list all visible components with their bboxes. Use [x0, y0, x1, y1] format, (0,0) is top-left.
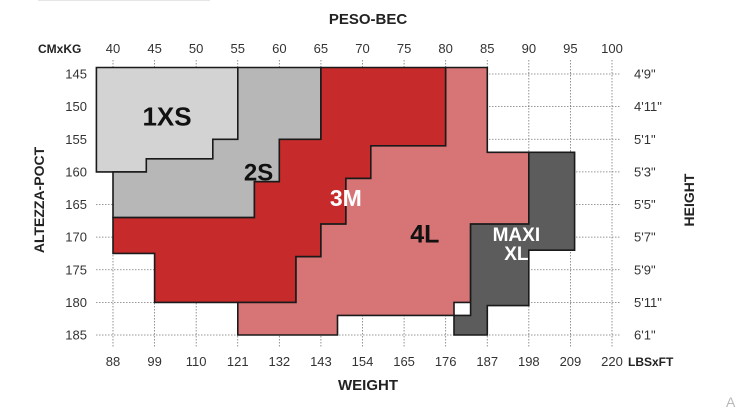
size-label-maxi-xl: MAXI: [493, 225, 541, 246]
cm-tick-label: 180: [65, 295, 87, 310]
lbs-tick-label: 110: [186, 354, 207, 369]
cm-tick-label: 170: [65, 230, 87, 245]
x-axis-label: WEIGHT: [338, 377, 398, 394]
size-region-maxi-xl: [453, 151, 576, 336]
lbs-tick-label: 176: [435, 354, 457, 369]
kg-tick-label: 65: [314, 41, 328, 56]
y-axis-label-left: ALTEZZA-POCT: [31, 146, 47, 253]
ft-tick-label: 5'1": [634, 132, 656, 147]
kg-tick-label: 80: [438, 41, 452, 56]
chart-title: PESO-BEC: [329, 11, 408, 28]
axis-labels: PESO-BEC WEIGHT CMxKG LBSxFT ALTEZZA-POC…: [31, 11, 697, 394]
lbs-tick-label: 88: [106, 354, 120, 369]
lbs-tick-label: 165: [393, 354, 415, 369]
kg-tick-label: 55: [231, 41, 245, 56]
ft-tick-label: 4'9": [634, 67, 656, 82]
cm-tick-label: 165: [65, 197, 87, 212]
ft-tick-label: 5'9": [634, 262, 656, 277]
kg-tick-label: 100: [601, 41, 623, 56]
kg-tick-label: 45: [147, 41, 161, 56]
kg-tick-label: 40: [106, 41, 120, 56]
lbs-tick-label: 99: [147, 354, 161, 369]
cm-tick-label: 145: [65, 67, 87, 82]
ft-tick-label: 6'1": [634, 328, 656, 343]
cm-tick-label: 160: [65, 164, 87, 179]
size-label-4l: 4L: [410, 221, 439, 249]
kg-tick-label: 85: [480, 41, 494, 56]
lbs-tick-label: 209: [560, 354, 582, 369]
size-label-2s: 2S: [244, 159, 273, 186]
lbs-tick-label: 198: [518, 354, 540, 369]
size-label-3m: 3M: [330, 185, 362, 211]
cm-tick-label: 150: [65, 99, 87, 114]
kg-tick-label: 70: [355, 41, 369, 56]
ft-tick-label: 4'11": [634, 99, 662, 114]
kg-tick-label: 95: [563, 41, 577, 56]
top-axis-unit: CMxKG: [38, 42, 81, 56]
corner-watermark: A: [726, 394, 736, 410]
cm-tick-label: 175: [65, 262, 87, 277]
lbs-tick-label: 121: [227, 354, 249, 369]
kg-tick-label: 60: [272, 41, 286, 56]
ft-tick-label: 5'7": [634, 230, 656, 245]
lbs-tick-label: 132: [268, 354, 290, 369]
cm-tick-label: 185: [65, 328, 87, 343]
y-axis-label-right: HEIGHT: [681, 173, 697, 226]
ft-tick-label: 5'3": [634, 164, 656, 179]
kg-tick-label: 75: [397, 41, 411, 56]
axis-ticks: 40 88 45 99 50 110 55 121 60 132 65 143 70 154 75 165 80…: [65, 41, 662, 369]
lbs-tick-label: 154: [352, 354, 374, 369]
kg-tick-label: 50: [189, 41, 203, 56]
lbs-tick-label: 187: [476, 354, 498, 369]
lbs-tick-label: 143: [310, 354, 332, 369]
size-label-maxi-xl: XL: [504, 244, 529, 265]
bottom-axis-unit: LBSxFT: [628, 355, 674, 369]
ft-tick-label: 5'11": [634, 295, 662, 310]
cm-tick-label: 155: [65, 132, 87, 147]
size-label-1xs: 1XS: [142, 102, 191, 132]
lbs-tick-label: 220: [601, 354, 623, 369]
ft-tick-label: 5'5": [634, 197, 656, 212]
kg-tick-label: 90: [522, 41, 536, 56]
